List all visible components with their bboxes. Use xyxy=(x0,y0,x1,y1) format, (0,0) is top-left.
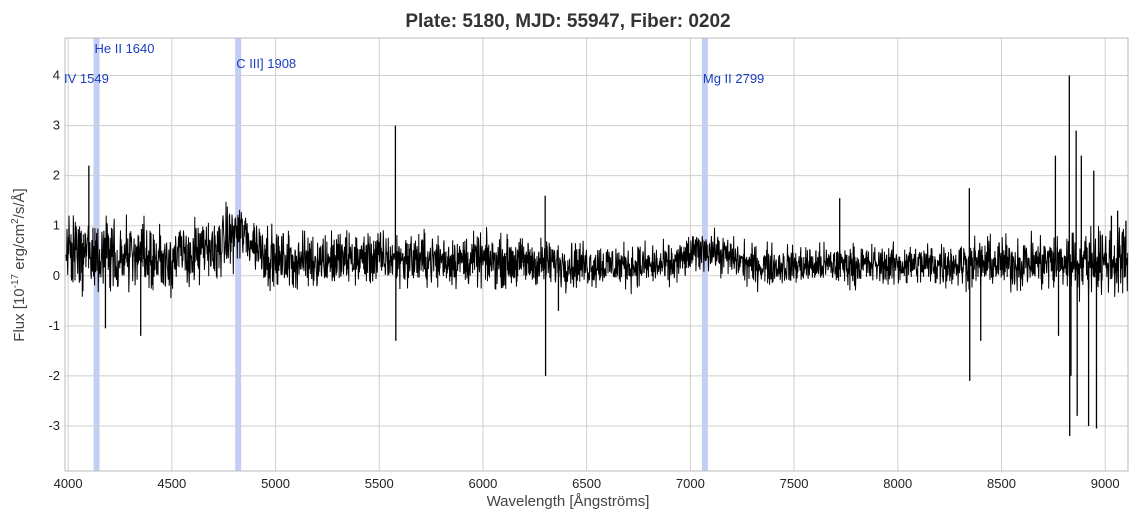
y-tick-label-3: 0 xyxy=(53,268,60,283)
x-tick-label-4: 6000 xyxy=(468,476,497,491)
x-tick-label-2: 5000 xyxy=(261,476,290,491)
x-tick-label-0: 4000 xyxy=(54,476,83,491)
x-axis: 4000 4500 5000 5500 6000 6500 7000 7500 8000 8500… xyxy=(54,476,1120,491)
emission-line-label-3: Mg II 2799 xyxy=(703,71,764,86)
spectrum-line xyxy=(65,201,1129,302)
y-tick-label-6: 3 xyxy=(53,118,60,133)
y-axis-label-suffix: /s/Å] xyxy=(11,188,28,218)
x-tick-label-1: 4500 xyxy=(157,476,186,491)
x-tick-label-8: 8000 xyxy=(883,476,912,491)
y-axis-label-prefix: Flux [10 xyxy=(11,288,28,341)
y-tick-label-2: -1 xyxy=(48,318,60,333)
y-axis-label-mid: erg/cm xyxy=(11,224,28,274)
y-axis: -3 -2 -1 0 1 2 3 4 xyxy=(48,68,60,433)
y-axis-label-exp1: -17 xyxy=(10,273,21,288)
x-tick-label-6: 7000 xyxy=(676,476,705,491)
y-axis-label-exp2: 2 xyxy=(10,218,21,224)
x-tick-label-9: 8500 xyxy=(987,476,1016,491)
y-axis-label: Flux [10-17 erg/cm2/s/Å] xyxy=(10,188,28,341)
y-tick-label-7: 4 xyxy=(53,68,60,83)
y-tick-label-0: -3 xyxy=(48,418,60,433)
y-tick-label-5: 2 xyxy=(53,168,60,183)
emission-line-label-1: He II 1640 xyxy=(95,41,155,56)
emission-band-2 xyxy=(235,38,242,471)
emission-line-labels: IV 1549 He II 1640 C III] 1908 Mg II 2799 xyxy=(64,41,764,86)
x-tick-label-3: 5500 xyxy=(365,476,394,491)
spectrum-spikes xyxy=(88,75,1127,436)
x-tick-label-10: 9000 xyxy=(1091,476,1120,491)
y-tick-label-1: -2 xyxy=(48,368,60,383)
emission-line-label-2: C III] 1908 xyxy=(236,56,296,71)
grid-lines xyxy=(65,38,1128,471)
x-tick-label-7: 7500 xyxy=(780,476,809,491)
x-tick-label-5: 6500 xyxy=(572,476,601,491)
chart-title: Plate: 5180, MJD: 55947, Fiber: 0202 xyxy=(405,11,730,32)
x-axis-label: Wavelength [Ångströms] xyxy=(487,493,650,510)
y-tick-label-4: 1 xyxy=(53,218,60,233)
emission-line-label-0: IV 1549 xyxy=(64,71,109,86)
